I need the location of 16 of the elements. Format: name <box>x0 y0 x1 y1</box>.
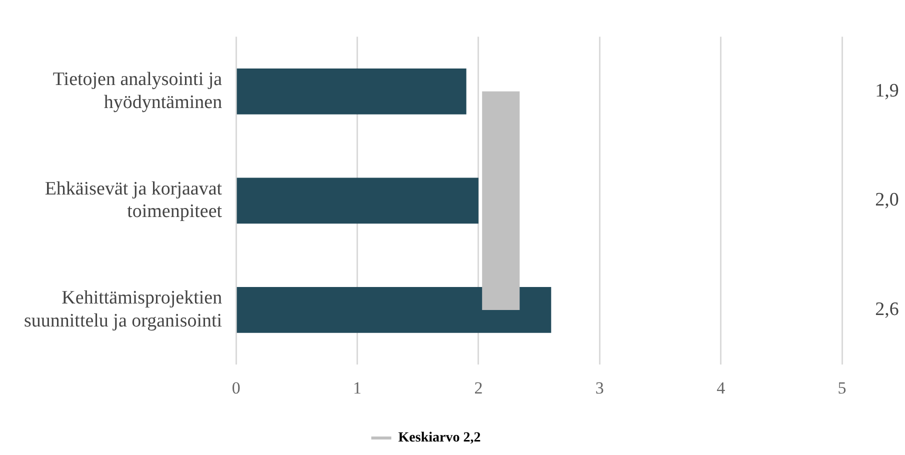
x-tick-label: 3 <box>595 378 604 398</box>
y-tick-label: Tietojen analysointi ja hyödyntäminen <box>52 69 223 113</box>
data-label: 1,9 <box>875 80 899 102</box>
x-tick-label: 0 <box>232 378 240 398</box>
bar <box>236 287 552 333</box>
x-tick-label: 1 <box>353 378 362 398</box>
legend-label: Keskiarvo 2,2 <box>398 430 481 446</box>
bar <box>236 68 466 114</box>
x-tick-label: 2 <box>474 378 483 398</box>
bar <box>236 178 478 224</box>
x-tick-label: 4 <box>716 378 726 398</box>
y-tick-label: Kehittämisprojektien suunnittelu ja organisointi <box>24 288 223 332</box>
x-tick-label: 5 <box>838 378 846 398</box>
y-tick-label: Ehkäisevät ja korjaavat toimenpiteet <box>44 178 223 222</box>
data-label: 2,0 <box>875 190 899 211</box>
data-label: 2,6 <box>875 298 899 320</box>
